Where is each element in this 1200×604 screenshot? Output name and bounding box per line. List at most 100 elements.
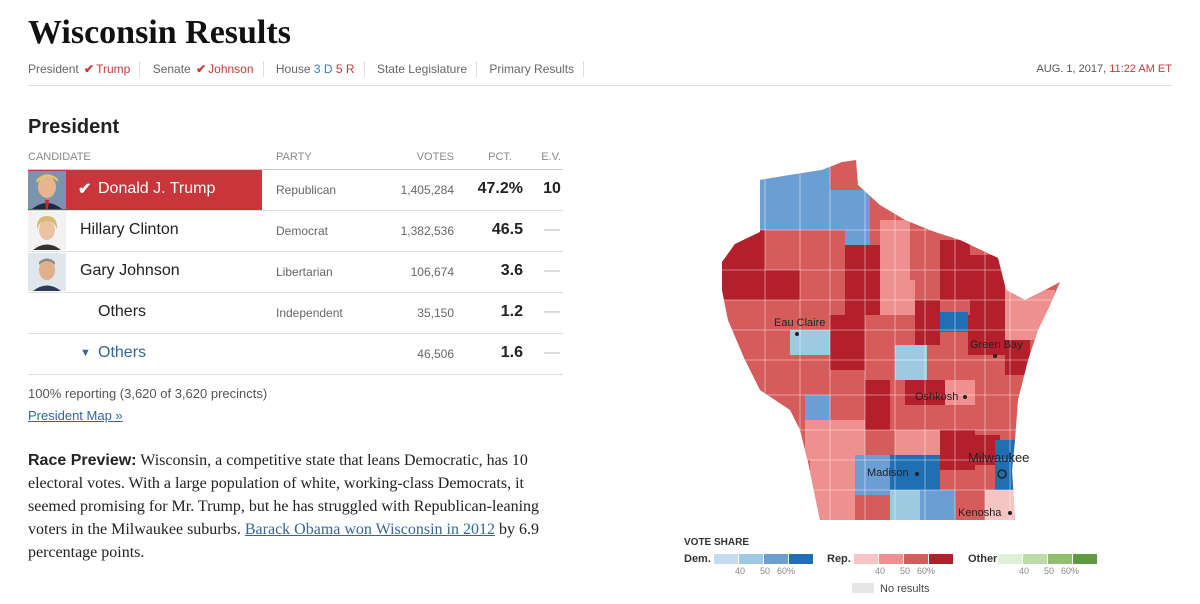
table-row: Gary Johnson Libertarian 106,674 3.6 — <box>28 252 563 293</box>
candidate-votes: 1,405,284 <box>400 183 454 197</box>
candidate-pct: 47.2% <box>477 180 523 197</box>
legend-tick: 50 <box>1043 566 1054 576</box>
legend-tick: 50 <box>759 566 770 576</box>
candidate-ev: — <box>544 344 560 361</box>
table-row: Others Independent 35,150 1.2 — <box>28 293 563 334</box>
nav-state-legislature[interactable]: State Legislature <box>377 61 478 77</box>
table-header: CANDIDATE PARTY VOTES PCT. E.V. <box>28 146 563 170</box>
legend-dem-swatch-1 <box>714 554 738 564</box>
city-label-eau-claire: Eau Claire <box>774 317 825 329</box>
candidate-pct: 1.6 <box>500 344 523 361</box>
legend-no-results: No results <box>852 583 930 595</box>
race-preview-tail: by 6.9 percentage points. <box>28 521 539 561</box>
legend-rep-label: Rep. <box>827 553 851 565</box>
table-row: ✔ Donald J. Trump Republican 1,405,284 4… <box>28 170 563 211</box>
vote-share-legend: VOTE SHARE Dem. 40 50 60% Rep. 40 50 60% Oth… <box>684 536 1114 600</box>
president-map-link[interactable]: President Map » <box>28 408 123 423</box>
timestamp: AUG. 1, 2017, 11:22 AM ET <box>1036 63 1172 75</box>
header-candidate: CANDIDATE <box>28 151 91 163</box>
wisconsin-county-map[interactable]: Eau Claire Green Bay Oshkosh Madison Mil… <box>715 150 1100 525</box>
nav-house[interactable]: House 3 D 5 R <box>276 61 365 77</box>
legend-tick: 40 <box>874 566 885 576</box>
header-party: PARTY <box>276 151 312 163</box>
candidate-photo-trump <box>28 171 66 209</box>
candidate-name: Others <box>98 303 147 320</box>
candidate-photo-johnson <box>28 253 66 291</box>
checkmark-icon: ✔ <box>196 62 207 76</box>
legend-tick: 60% <box>1060 566 1079 576</box>
candidate-ev: — <box>544 262 560 279</box>
nav-senate-winner: Johnson <box>208 62 254 76</box>
nav-senate-label: Senate <box>152 62 191 76</box>
candidate-party: Libertarian <box>276 265 333 279</box>
candidate-party: Democrat <box>276 224 329 238</box>
legend-other-swatch-3 <box>1048 554 1072 564</box>
candidate-name: Donald J. Trump <box>98 180 216 197</box>
legend-other-swatch-2 <box>1023 554 1047 564</box>
city-label-milwaukee: Milwaukee <box>968 450 1029 465</box>
checkmark-icon: ✔ <box>84 62 95 76</box>
candidate-ev: 10 <box>543 180 561 197</box>
city-markers <box>795 332 1012 515</box>
nav-president-label: President <box>28 62 79 76</box>
candidate-name: Gary Johnson <box>80 262 180 279</box>
results-nav: President ✔ Trump Senate ✔ Johnson House 3… <box>28 61 1172 86</box>
checkmark-icon: ✔ <box>78 181 92 198</box>
city-label-madison: Madison <box>867 467 909 479</box>
legend-other-swatch-1 <box>998 554 1022 564</box>
legend-rep-swatch-3 <box>904 554 928 564</box>
expand-triangle-icon[interactable]: ▼ <box>80 347 91 359</box>
candidate-pct: 3.6 <box>500 262 523 279</box>
others-expand-link[interactable]: Others <box>98 344 147 361</box>
others-expand-row[interactable]: ▼ Others 46,506 1.6 — <box>28 334 563 375</box>
candidate-pct: 1.2 <box>500 303 523 320</box>
nav-house-dem: 3 D <box>313 62 333 76</box>
header-votes: VOTES <box>416 151 454 163</box>
candidate-votes: 106,674 <box>410 265 454 279</box>
nav-president[interactable]: President ✔ Trump <box>28 61 141 77</box>
legend-rep-swatch-1 <box>854 554 878 564</box>
legend-tick: 50 <box>899 566 910 576</box>
candidate-votes: 1,382,536 <box>400 224 454 238</box>
legend-no-results-swatch <box>852 583 874 593</box>
candidate-photo-clinton <box>28 212 66 250</box>
candidate-party: Independent <box>276 306 343 320</box>
legend-no-results-label: No results <box>880 583 930 595</box>
candidate-votes: 46,506 <box>417 347 454 361</box>
header-ev: E.V. <box>541 151 561 163</box>
candidate-votes: 35,150 <box>417 306 454 320</box>
legend-other-swatch-4 <box>1073 554 1097 564</box>
candidate-party: Republican <box>276 183 337 197</box>
candidate-pct: 46.5 <box>491 221 523 238</box>
legend-rep-swatch-4 <box>929 554 953 564</box>
city-label-kenosha: Kenosha <box>958 507 1002 519</box>
nav-house-rep: 5 R <box>335 62 355 76</box>
nav-president-winner: Trump <box>96 62 131 76</box>
city-label-green-bay: Green Bay <box>970 339 1023 351</box>
candidate-ev: — <box>544 221 560 238</box>
section-title-president: President <box>28 116 120 138</box>
race-preview-label: Race Preview: <box>28 452 137 469</box>
precincts-reporting: 100% reporting (3,620 of 3,620 precincts… <box>28 386 268 401</box>
winner-highlight <box>28 170 262 210</box>
timestamp-date: AUG. 1, 2017, <box>1036 63 1107 75</box>
legend-rep-swatches <box>854 554 954 564</box>
legend-dem-swatch-2 <box>739 554 763 564</box>
legend-tick: 60% <box>916 566 935 576</box>
legend-tick: 40 <box>734 566 745 576</box>
nav-primary-results[interactable]: Primary Results <box>489 61 585 77</box>
obama-2012-link[interactable]: Barack Obama won Wisconsin in 2012 <box>244 521 495 538</box>
legend-rep-ticks: 40 50 60% <box>860 566 935 576</box>
legend-dem-swatch-3 <box>764 554 788 564</box>
results-table: CANDIDATE PARTY VOTES PCT. E.V. ✔ Donald… <box>28 146 563 375</box>
legend-dem-ticks: 40 50 60% <box>720 566 795 576</box>
legend-rep-swatch-2 <box>879 554 903 564</box>
race-preview: Race Preview: Wisconsin, a competitive s… <box>28 449 558 564</box>
legend-other-ticks: 40 50 60% <box>1004 566 1079 576</box>
legend-dem-swatch-4 <box>789 554 813 564</box>
legend-dem-label: Dem. <box>684 553 711 565</box>
nav-house-label: House <box>275 62 311 76</box>
header-pct: PCT. <box>488 151 512 163</box>
nav-senate[interactable]: Senate ✔ Johnson <box>153 61 264 77</box>
candidate-ev: — <box>544 303 560 320</box>
